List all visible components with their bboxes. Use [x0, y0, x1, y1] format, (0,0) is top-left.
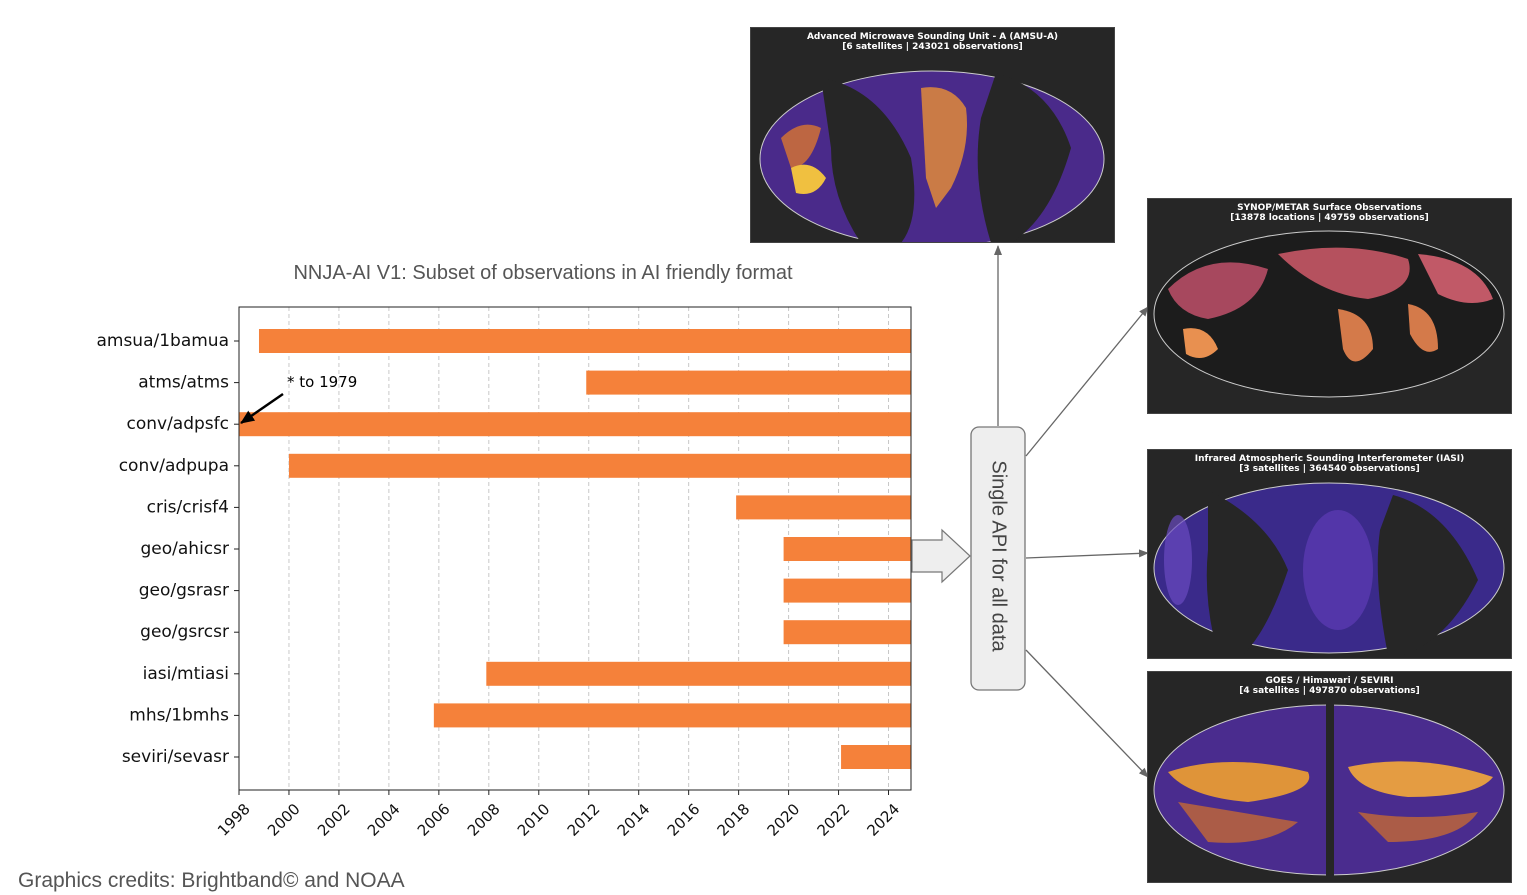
annotation-label: * to 1979	[287, 373, 357, 391]
flow-arrow	[911, 528, 971, 584]
annotation-arrow	[240, 392, 284, 425]
api-box-label: Single API for all data	[988, 460, 1010, 652]
api-box	[970, 426, 1026, 691]
bar-iasi-mtiasi	[486, 661, 911, 686]
category-label: atms/atms	[138, 373, 229, 393]
bar-atms-atms	[586, 370, 911, 395]
bar-conv-adpupa	[288, 453, 911, 478]
panel-amsua-title: Advanced Microwave Sounding Unit - A (AM…	[751, 32, 1114, 52]
bar-geo-ahicsr	[783, 537, 911, 561]
x-tick-labels: 1998 2000 2002 2004 2006 2008 2010 2012 2014 2016…	[214, 790, 903, 840]
category-label: conv/adpupa	[119, 456, 229, 476]
panel-iasi: Infrared Atmospheric Sounding Interferom…	[1147, 449, 1512, 659]
x-tick-label: 2016	[664, 800, 704, 840]
iasi-map	[1153, 482, 1505, 655]
x-tick-label: 2012	[564, 800, 604, 840]
panel-goes: GOES / Himawari / SEVIRI [4 satellites |…	[1147, 671, 1512, 883]
bars	[239, 329, 912, 769]
graphics-credit: Graphics credits: Brightband© and NOAA	[18, 869, 405, 892]
x-tick-label: 2010	[514, 800, 554, 840]
category-label: geo/gsrcsr	[140, 622, 229, 642]
panel-iasi-title-line1: Infrared Atmospheric Sounding Interferom…	[1194, 454, 1465, 464]
category-label: conv/adpsfc	[127, 414, 230, 434]
x-tick-label: 2000	[264, 800, 304, 840]
chart-title: NNJA-AI V1: Subset of observations in AI…	[293, 262, 793, 284]
panel-iasi-title-line2: [3 satellites | 364540 observations]	[1239, 464, 1420, 474]
goes-map	[1153, 702, 1505, 882]
x-tick-label: 2006	[414, 800, 454, 840]
category-label: seviri/sevasr	[122, 747, 229, 767]
panel-synop: SYNOP/METAR Surface Observations [13878 …	[1147, 198, 1512, 414]
panel-goes-title: GOES / Himawari / SEVIRI [4 satellites |…	[1148, 676, 1511, 696]
amsua-map	[759, 70, 1105, 242]
bar-seviri-sevasr	[841, 745, 911, 769]
connector-goes	[1025, 649, 1149, 778]
x-tick-label: 2004	[364, 800, 404, 840]
category-label: cris/crisf4	[147, 497, 229, 517]
panel-goes-title-line2: [4 satellites | 497870 observations]	[1239, 686, 1420, 696]
panel-synop-title: SYNOP/METAR Surface Observations [13878 …	[1148, 203, 1511, 223]
category-label: amsua/1bamua	[96, 331, 229, 351]
panel-iasi-title: Infrared Atmospheric Sounding Interferom…	[1148, 454, 1511, 474]
x-tick-label: 2024	[864, 800, 904, 840]
panel-amsua-title-line1: Advanced Microwave Sounding Unit - A (AM…	[806, 32, 1059, 42]
panel-goes-title-line1: GOES / Himawari / SEVIRI	[1265, 676, 1394, 686]
x-tick-label: 2022	[814, 800, 854, 840]
bar-amsua-1bamua	[258, 329, 912, 353]
category-labels: amsua/1bamua atms/atms conv/adpsfc conv/adp…	[96, 331, 239, 767]
synop-map	[1153, 230, 1505, 398]
x-tick-label: 2008	[464, 800, 504, 840]
panel-amsua-title-line2: [6 satellites | 243021 observations]	[842, 42, 1023, 52]
bar-conv-adpsfc	[239, 412, 911, 437]
x-tick-label: 2002	[314, 800, 354, 840]
connector-iasi	[1025, 549, 1149, 559]
bar-mhs-1bmhs	[433, 703, 911, 728]
bar-geo-gsrcsr	[783, 620, 911, 645]
bar-cris-crisf4	[736, 495, 911, 520]
category-label: geo/gsrasr	[139, 581, 229, 601]
category-label: geo/ahicsr	[141, 539, 230, 559]
connector-synop	[1025, 306, 1149, 457]
bar-geo-gsrasr	[783, 578, 911, 603]
x-tick-label: 2018	[714, 800, 754, 840]
x-tick-label: 1998	[214, 800, 254, 840]
panel-amsua: Advanced Microwave Sounding Unit - A (AM…	[750, 27, 1115, 243]
category-label: iasi/mtiasi	[143, 664, 229, 684]
category-label: mhs/1bmhs	[129, 705, 229, 725]
panel-synop-title-line2: [13878 locations | 49759 observations]	[1230, 213, 1429, 223]
x-tick-label: 2014	[614, 800, 654, 840]
x-tick-label: 2020	[764, 800, 804, 840]
panel-synop-title-line1: SYNOP/METAR Surface Observations	[1237, 203, 1422, 213]
